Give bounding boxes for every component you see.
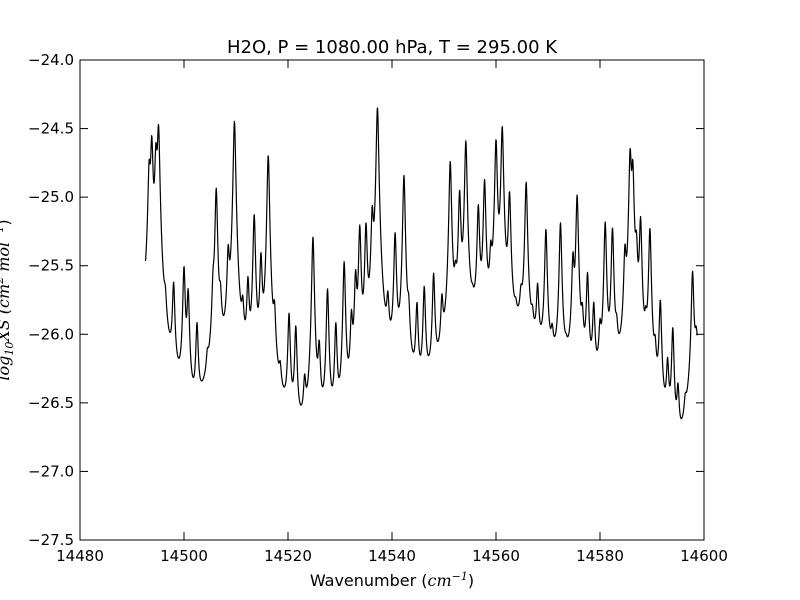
y-tick-label: −27.5 xyxy=(28,531,74,549)
y-tick-label: −24.0 xyxy=(28,51,74,69)
x-tick-label: 14600 xyxy=(680,547,728,565)
x-tick-label: 14520 xyxy=(264,547,312,565)
y-tick-label: −25.5 xyxy=(28,257,74,275)
x-tick-label: 14500 xyxy=(160,547,208,565)
x-tick-label: 14480 xyxy=(56,547,104,565)
y-tick-label: −27.0 xyxy=(28,462,74,480)
series-line xyxy=(144,107,698,420)
y-tick-label: −24.5 xyxy=(28,120,74,138)
x-axis-label: Wavenumber (cm−1) xyxy=(310,570,474,590)
y-tick-label: −26.5 xyxy=(28,394,74,412)
x-tick-label: 14540 xyxy=(368,547,416,565)
y-tick-label: −25.0 xyxy=(28,188,74,206)
y-tick-label: −26.0 xyxy=(28,325,74,343)
chart-title: H2O, P = 1080.00 hPa, T = 295.00 K xyxy=(227,37,558,58)
x-tick-label: 14580 xyxy=(576,547,624,565)
plot-area xyxy=(79,59,705,541)
y-axis-ticks: −27.5 −27.0 −26.5 −26.0 −25.5 −25.0 −24.5 −24.0 xyxy=(28,51,704,549)
y-axis-label: log10XS (cm2 mol−1) xyxy=(0,219,16,380)
x-axis-ticks: 14480 14500 14520 14540 14560 14580 14600 xyxy=(56,60,728,565)
x-tick-label: 14560 xyxy=(472,547,520,565)
